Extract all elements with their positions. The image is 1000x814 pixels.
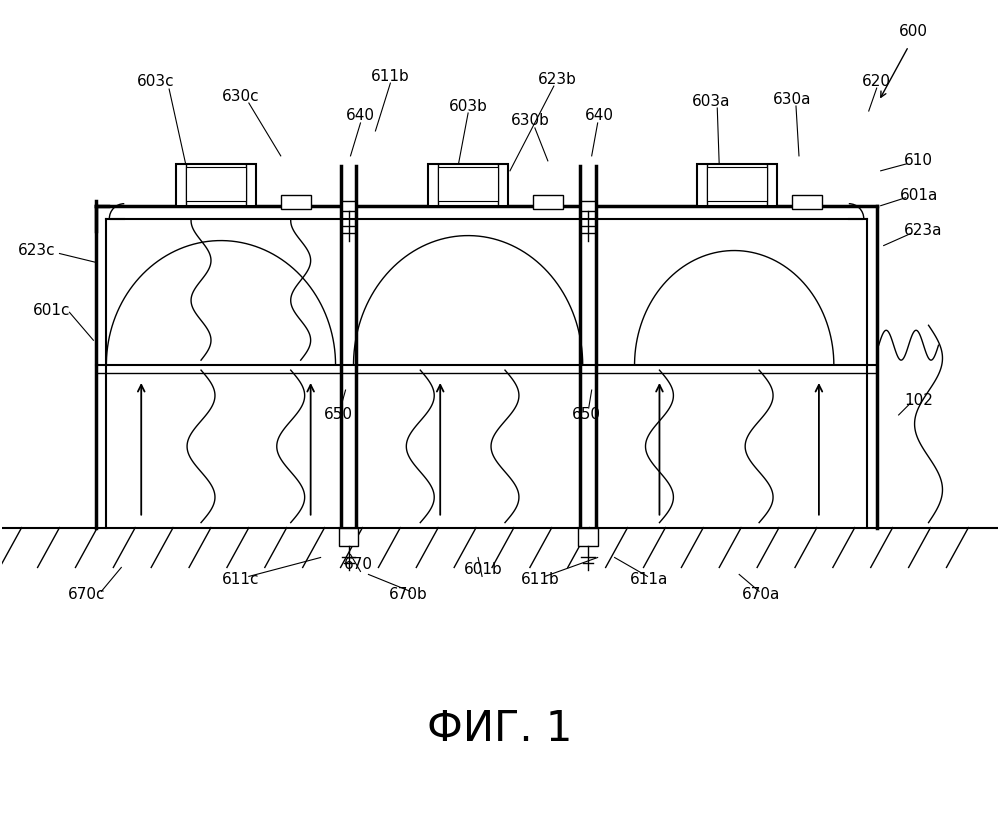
Text: 600: 600 — [899, 24, 928, 39]
Bar — [707, 167, 767, 201]
Text: 620: 620 — [862, 73, 891, 89]
Text: 623c: 623c — [18, 243, 55, 258]
Text: 102: 102 — [904, 392, 933, 408]
Text: 611a: 611a — [630, 572, 669, 587]
Text: 610: 610 — [904, 153, 933, 168]
Text: 650: 650 — [324, 408, 353, 422]
Bar — [186, 167, 246, 201]
Text: 611b: 611b — [520, 572, 559, 587]
Bar — [342, 201, 355, 211]
Bar — [580, 166, 596, 527]
Bar — [697, 164, 777, 206]
Text: 611c: 611c — [222, 572, 260, 587]
Bar — [533, 195, 563, 208]
Text: 630b: 630b — [510, 113, 549, 129]
Text: 611b: 611b — [371, 68, 410, 84]
Bar — [339, 527, 358, 545]
Text: 670c: 670c — [68, 587, 105, 602]
Text: 670a: 670a — [742, 587, 780, 602]
Bar — [438, 167, 498, 201]
Bar — [792, 195, 822, 208]
Bar — [581, 201, 595, 211]
Bar — [428, 164, 508, 206]
Text: ФИГ. 1: ФИГ. 1 — [427, 708, 573, 750]
Text: 603c: 603c — [137, 73, 175, 89]
Text: 670b: 670b — [389, 587, 428, 602]
Text: 603b: 603b — [449, 98, 488, 113]
Bar — [578, 527, 598, 545]
Text: 630c: 630c — [222, 89, 260, 103]
Text: 623b: 623b — [538, 72, 577, 86]
Bar — [281, 195, 311, 208]
Text: 640: 640 — [585, 108, 614, 124]
Text: 650: 650 — [572, 408, 601, 422]
Text: 630a: 630a — [773, 91, 811, 107]
Text: 623a: 623a — [904, 223, 943, 239]
Text: 601c: 601c — [33, 303, 70, 317]
Bar — [176, 164, 256, 206]
Text: 601a: 601a — [899, 188, 938, 204]
Text: 603a: 603a — [692, 94, 731, 108]
Text: 601b: 601b — [464, 562, 502, 577]
Bar — [341, 166, 356, 527]
Text: 640: 640 — [346, 108, 375, 124]
Text: 670: 670 — [344, 557, 373, 572]
